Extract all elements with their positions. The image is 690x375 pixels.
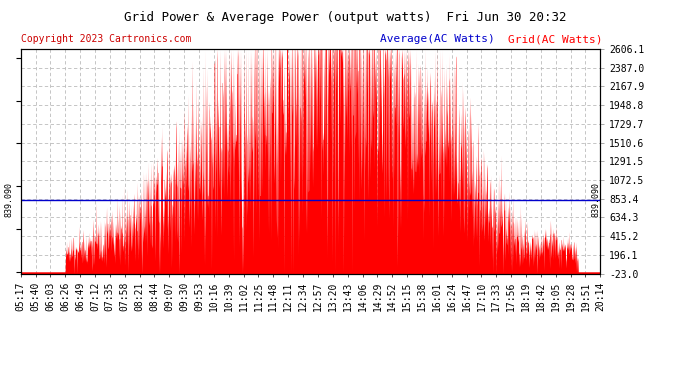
Text: Grid(AC Watts): Grid(AC Watts)	[508, 34, 602, 44]
Text: Grid Power & Average Power (output watts)  Fri Jun 30 20:32: Grid Power & Average Power (output watts…	[124, 11, 566, 24]
Text: Average(AC Watts): Average(AC Watts)	[380, 34, 495, 44]
Text: 839.090: 839.090	[5, 183, 14, 218]
Text: Copyright 2023 Cartronics.com: Copyright 2023 Cartronics.com	[21, 34, 192, 44]
Text: 839.090: 839.090	[591, 183, 600, 218]
